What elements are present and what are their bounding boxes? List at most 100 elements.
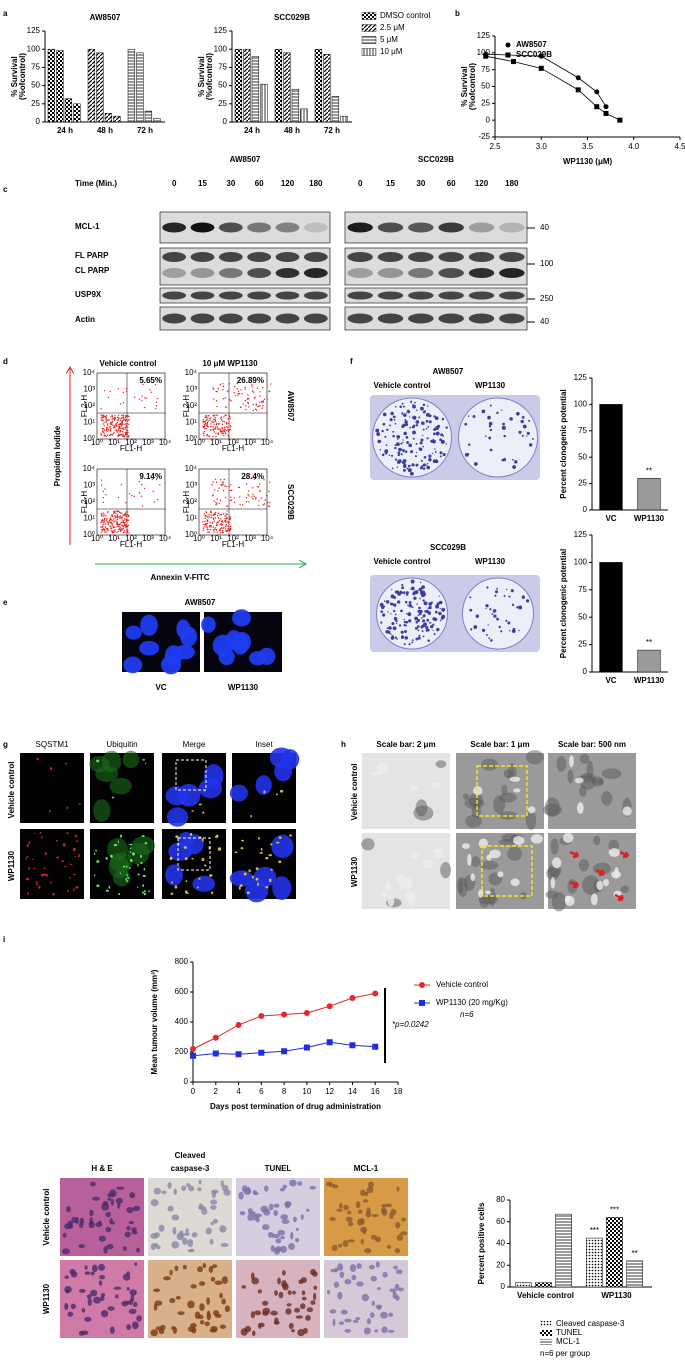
cell <box>206 1297 211 1305</box>
colony <box>512 465 517 469</box>
event <box>224 518 226 520</box>
event <box>218 423 221 425</box>
event <box>105 418 107 421</box>
colony <box>464 422 468 426</box>
event <box>111 514 113 517</box>
event <box>213 517 215 519</box>
point <box>575 75 581 81</box>
cell <box>564 895 575 906</box>
cell <box>593 835 601 846</box>
event <box>100 529 103 531</box>
colony <box>376 432 381 437</box>
event <box>106 427 108 429</box>
cell <box>92 1196 100 1201</box>
colony <box>488 425 492 428</box>
cell <box>109 1326 115 1334</box>
event <box>101 526 104 528</box>
colony <box>384 450 388 454</box>
event <box>121 524 123 526</box>
point <box>511 59 516 65</box>
cell <box>282 1184 287 1189</box>
y-tick-label: 100 <box>477 48 491 57</box>
cell <box>38 885 41 889</box>
colony <box>487 415 491 420</box>
axis-tick: 10¹ <box>83 514 95 523</box>
cell <box>188 1185 195 1192</box>
cell <box>70 1303 76 1310</box>
y-tick-label: 0 <box>486 115 491 124</box>
series-line <box>485 55 621 121</box>
event <box>120 516 122 518</box>
cell <box>126 879 128 883</box>
event <box>214 511 217 514</box>
cell <box>550 877 556 889</box>
cell <box>127 842 150 865</box>
event <box>269 481 271 483</box>
colony <box>401 412 404 415</box>
band <box>499 313 525 324</box>
colony <box>426 405 429 407</box>
cell <box>273 1210 278 1216</box>
cell <box>337 1291 343 1300</box>
event <box>245 496 248 499</box>
colony <box>489 608 492 611</box>
note: n=6 <box>460 1010 474 1019</box>
event <box>122 527 124 530</box>
cell <box>576 802 584 814</box>
colony <box>419 441 423 445</box>
event <box>212 494 214 496</box>
event <box>215 424 218 426</box>
event <box>263 479 265 481</box>
colony <box>394 590 399 594</box>
cell <box>396 1234 404 1242</box>
cell <box>333 1281 340 1288</box>
band <box>190 252 215 262</box>
event <box>120 515 122 517</box>
cell <box>257 1322 262 1329</box>
cell <box>470 856 481 867</box>
event <box>221 523 224 526</box>
colony <box>412 437 415 440</box>
colony <box>469 608 473 612</box>
cell <box>199 1320 205 1325</box>
cell <box>574 777 584 784</box>
event <box>113 531 115 534</box>
event <box>123 434 125 436</box>
cell <box>143 890 146 893</box>
cell <box>109 1217 113 1224</box>
event <box>212 387 214 389</box>
event <box>215 501 217 504</box>
colony <box>382 412 387 417</box>
axis-tick: 10¹ <box>185 514 197 523</box>
cell <box>120 834 122 838</box>
cell <box>31 858 34 861</box>
column-label: Cleaved <box>175 1151 206 1160</box>
cell <box>211 1190 217 1199</box>
point <box>258 1049 265 1056</box>
x-tick-label: 8 <box>282 1087 287 1096</box>
event <box>244 386 246 389</box>
cell <box>108 885 111 889</box>
colony <box>400 591 402 593</box>
cell <box>140 854 143 858</box>
cell <box>465 814 483 828</box>
cell <box>357 1209 363 1214</box>
colony <box>414 401 416 404</box>
event <box>247 402 250 405</box>
bar <box>599 404 623 511</box>
event <box>119 526 121 529</box>
x-tick-label: 10 <box>302 1087 311 1096</box>
event <box>113 512 115 514</box>
event <box>229 530 231 532</box>
colony <box>416 625 420 628</box>
colony <box>402 441 404 444</box>
axis-tick: 10¹ <box>108 438 120 447</box>
axis-tick: 10⁴ <box>261 438 274 447</box>
cell <box>280 1245 288 1253</box>
bar <box>64 98 73 123</box>
event <box>214 417 216 419</box>
event <box>113 426 115 429</box>
bar <box>599 562 623 673</box>
event <box>230 526 232 528</box>
cell <box>396 873 406 883</box>
